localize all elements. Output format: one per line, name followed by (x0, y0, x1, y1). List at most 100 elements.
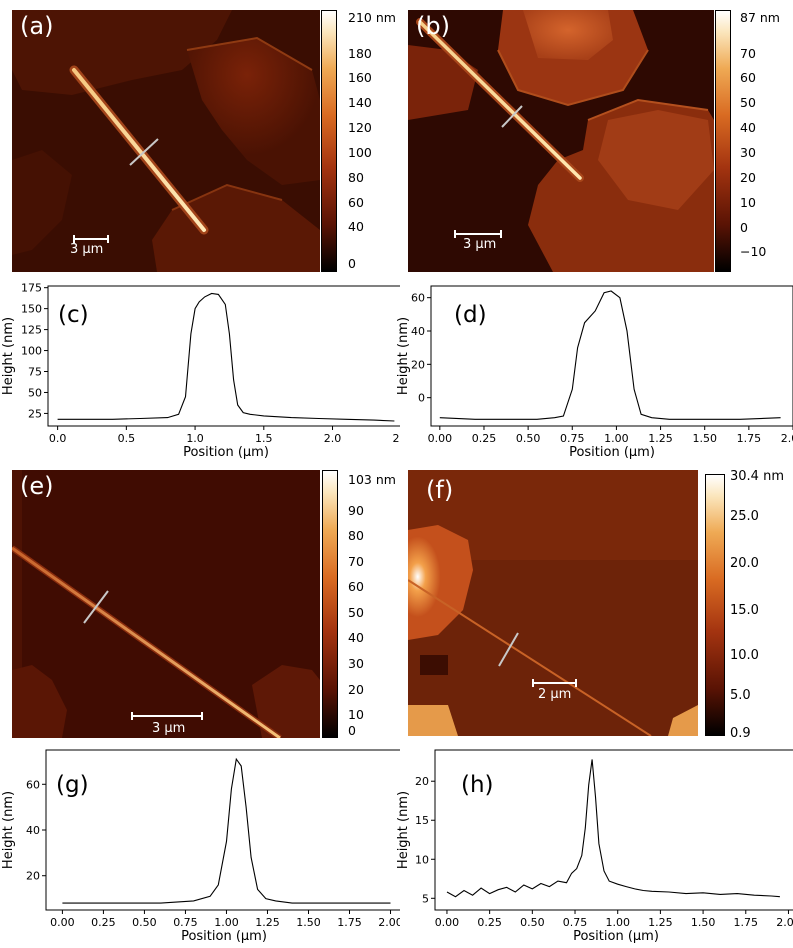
plot-frame (434, 749, 793, 911)
colorbar-b (715, 10, 731, 272)
profile-line (62, 757, 391, 904)
y-tick-label: 25 (28, 407, 42, 420)
x-tick-label: 1.00 (214, 916, 239, 929)
profile-plot-d: 0.00 0.25 0.50 0.75 1.00 1.25 1.50 1.75 2.00 0 20 4… (396, 285, 793, 460)
y-tick-label: 5 (422, 892, 429, 905)
colorbar-tick: 40 (348, 630, 364, 645)
plot-frame (47, 285, 400, 427)
afm-image-a (12, 10, 320, 272)
colorbar-e (322, 470, 338, 738)
x-tick-label: 1.50 (296, 916, 321, 929)
y-tick-label: 150 (21, 303, 42, 316)
afm-panel-e: (e) 3 µm 103 nm 90 80 70 60 50 40 30 20 … (12, 470, 402, 740)
cut-marker-a (129, 138, 159, 166)
panel-label-b: (b) (416, 12, 450, 40)
panel-label-a: (a) (20, 12, 54, 40)
x-tick-label: 1.50 (692, 432, 717, 445)
x-tick-label: 1.25 (648, 432, 673, 445)
scale-bar-label-a: 3 µm (70, 242, 104, 257)
colorbar-tick: 60 (348, 579, 364, 594)
colorbar-tick: 30 (740, 145, 756, 160)
y-tick-label: 15 (415, 814, 429, 827)
colorbar-tick: −10 (740, 244, 767, 259)
profile-line (446, 759, 780, 898)
colorbar-tick: 15.0 (730, 603, 759, 618)
colorbar-tick: 0 (740, 220, 748, 235)
afm-image-e (12, 470, 320, 738)
colorbar-tick: 20.0 (730, 556, 759, 571)
profile-plot-c: 0.0 0.5 1.0 1.5 2.0 2.5 25 50 75 100 125 150 175 Posi… (1, 282, 400, 460)
x-tick-label: 0.5 (118, 432, 136, 445)
y-axis-label: Height (nm) (396, 317, 411, 395)
afm-panel-f: (f) 2 µm 30.4 nm 25.0 20.0 15.0 10.0 5.0… (408, 469, 793, 741)
colorbar-tick: 10.0 (730, 648, 759, 663)
y-tick-label: 60 (26, 778, 40, 791)
y-axis-label: Height (nm) (396, 791, 411, 869)
x-axis-label: Position (µm) (181, 929, 267, 944)
x-tick-label: 0.50 (516, 432, 541, 445)
x-tick-label: 1.00 (604, 432, 629, 445)
colorbar-tick: 70 (740, 46, 756, 61)
y-tick-label: 125 (21, 324, 42, 337)
afm-image-f (408, 470, 698, 736)
colorbar-tick: 50 (348, 605, 364, 620)
colorbar-tick: 30 (348, 656, 364, 671)
panel-label-e: (e) (20, 472, 54, 500)
x-tick-label: 0.00 (428, 432, 453, 445)
colorbar-tick: 100 (348, 145, 372, 160)
afm-panel-a: (a) 3 µm 210 nm 180 160 140 120 100 80 6… (12, 10, 402, 272)
x-tick-label: 0.25 (91, 916, 116, 929)
y-tick-label: 10 (415, 853, 429, 866)
x-tick-label: 0.25 (477, 916, 502, 929)
x-tick-label: 2.5 (393, 432, 400, 445)
y-tick-label: 175 (21, 282, 42, 295)
x-tick-label: 1.25 (648, 916, 673, 929)
y-axis-label: Height (nm) (1, 791, 16, 869)
plot-frame (430, 285, 793, 427)
y-tick-label: 40 (26, 824, 40, 837)
panel-label-h: (h) (461, 772, 494, 798)
x-tick-label: 0.00 (50, 916, 75, 929)
x-tick-label: 1.25 (255, 916, 280, 929)
scale-bar-label-e: 3 µm (152, 721, 186, 736)
scale-bar-label-b: 3 µm (463, 237, 497, 252)
afm-image-b (408, 10, 714, 272)
colorbar-tick: 20 (348, 682, 364, 697)
profile-line (439, 290, 781, 420)
colorbar-ticks-a: 210 nm 180 160 140 120 100 80 60 40 0 (348, 10, 408, 272)
colorbar-tick: 60 (348, 195, 364, 210)
colorbar-tick: 70 (348, 554, 364, 569)
colorbar-tick: 30.4 nm (730, 469, 784, 484)
colorbar-tick: 5.0 (730, 688, 751, 703)
colorbar-tick: 120 (348, 120, 372, 135)
x-tick-label: 1.5 (255, 432, 273, 445)
x-tick-label: 2.00 (781, 432, 793, 445)
y-tick-label: 50 (28, 386, 42, 399)
colorbar-tick: 10 (740, 195, 756, 210)
x-axis-label: Position (µm) (183, 445, 269, 460)
colorbar-tick: 0 (348, 256, 356, 271)
colorbar-tick: 25.0 (730, 509, 759, 524)
colorbar-tick: 103 nm (348, 472, 396, 487)
cut-marker-b (501, 105, 523, 128)
colorbar-tick: 80 (348, 170, 364, 185)
x-tick-label: 1.00 (605, 916, 630, 929)
colorbar-ticks-b: 87 nm 70 60 50 40 30 20 10 0 −10 (740, 10, 793, 272)
x-tick-label: 0.75 (173, 916, 198, 929)
panel-label-c: (c) (58, 302, 89, 328)
colorbar-a (321, 10, 337, 272)
colorbar-tick: 40 (348, 219, 364, 234)
plot-frame (45, 749, 400, 911)
colorbar-tick: 140 (348, 95, 372, 110)
colorbar-ticks-f: 30.4 nm 25.0 20.0 15.0 10.0 5.0 0.9 (730, 469, 793, 741)
y-tick-label: 20 (415, 775, 429, 788)
colorbar-tick: 0 (348, 723, 356, 738)
y-tick-label: 20 (26, 870, 40, 883)
x-tick-label: 1.0 (186, 432, 204, 445)
panel-label-d: (d) (454, 302, 487, 328)
colorbar-tick: 90 (348, 503, 364, 518)
colorbar-tick: 60 (740, 70, 756, 85)
y-axis-label: Height (nm) (1, 317, 16, 395)
x-tick-label: 0.25 (472, 432, 497, 445)
y-tick-label: 40 (411, 325, 425, 338)
